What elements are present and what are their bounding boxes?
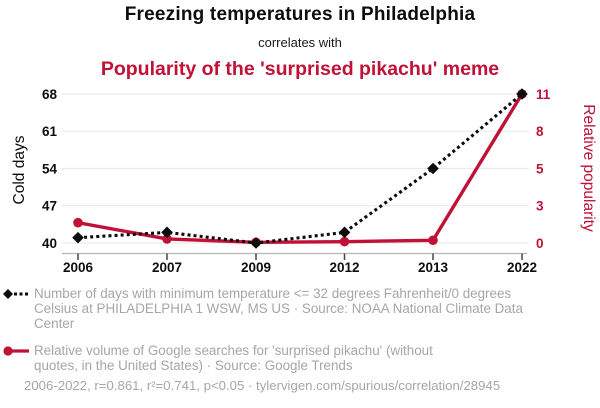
x-axis-year-label: 2007 bbox=[152, 260, 182, 275]
popularity-point-marker bbox=[73, 217, 83, 228]
cold-days-point-marker bbox=[250, 237, 262, 249]
legend-marker-diamond-dotted-icon bbox=[3, 289, 29, 299]
legend-item-popularity: Relative volume of Google searches for '… bbox=[2, 343, 590, 373]
stats-footer: 2006-2022, r=0.861, r²=0.741, p<0.05 · t… bbox=[24, 378, 501, 393]
popularity-point-marker bbox=[162, 234, 172, 244]
right-axis-tick-label: 3 bbox=[536, 199, 544, 214]
x-axis-year-label: 2006 bbox=[63, 260, 94, 275]
right-axis-tick-label: 8 bbox=[536, 124, 544, 139]
right-axis-tick-label: 5 bbox=[536, 161, 544, 176]
left-axis-title: Cold days bbox=[11, 135, 28, 204]
cold-days-point-marker bbox=[161, 226, 173, 239]
legend-item-cold-days: Number of days with minimum temperature … bbox=[2, 286, 590, 331]
correlates-with-text: correlates with bbox=[258, 35, 342, 50]
legend-line: Celsius at PHILADELPHIA 1 WSW, MS US · S… bbox=[34, 301, 523, 316]
legend-marker-circle-solid-icon bbox=[3, 346, 29, 356]
x-axis-year-label: 2013 bbox=[418, 260, 449, 275]
right-axis-tick-label: 0 bbox=[536, 236, 544, 251]
left-axis-tick-label: 54 bbox=[42, 161, 58, 176]
cold-days-line bbox=[77, 92, 523, 245]
legend-text-cold-days: Number of days with minimum temperature … bbox=[34, 286, 523, 331]
dual-axis-line-chart: 40 0 47 3 54 5 61 8 68 11 2006 2007 2009 2012 2013 2022… bbox=[11, 87, 597, 275]
chart-legend: Number of days with minimum temperature … bbox=[2, 286, 590, 385]
x-axis-year-label: 2012 bbox=[329, 260, 359, 275]
chart-subtitle: Popularity of the 'surprised pikachu' me… bbox=[100, 58, 500, 80]
chart-header: Freezing temperatures in Philadelphia co… bbox=[0, 0, 600, 81]
left-axis-tick-label: 40 bbox=[42, 236, 57, 251]
x-axis-year-label: 2009 bbox=[241, 260, 271, 275]
left-axis-tick-label: 68 bbox=[42, 87, 58, 102]
popularity-point-marker bbox=[339, 236, 350, 247]
legend-line: Number of days with minimum temperature … bbox=[34, 286, 512, 301]
legend-line: Relative volume of Google searches for '… bbox=[34, 343, 433, 358]
right-axis-tick-label: 11 bbox=[536, 87, 551, 102]
legend-line: Center bbox=[34, 316, 75, 331]
legend-text-popularity: Relative volume of Google searches for '… bbox=[34, 343, 433, 373]
x-axis-year-label: 2022 bbox=[507, 260, 537, 275]
cold-days-point-marker bbox=[427, 162, 439, 175]
legend-line: quotes, in the United States) · Source: … bbox=[34, 358, 353, 373]
right-axis-title: Relative popularity bbox=[580, 104, 597, 232]
popularity-line bbox=[77, 93, 524, 245]
left-axis-tick-label: 47 bbox=[42, 199, 57, 214]
cold-days-point-marker bbox=[516, 88, 528, 100]
left-axis-tick-label: 61 bbox=[42, 124, 58, 139]
popularity-point-marker bbox=[428, 235, 438, 246]
cold-days-point-marker bbox=[338, 226, 351, 239]
chart-title: Freezing temperatures in Philadelphia bbox=[124, 4, 476, 25]
cold-days-point-marker bbox=[72, 231, 84, 244]
